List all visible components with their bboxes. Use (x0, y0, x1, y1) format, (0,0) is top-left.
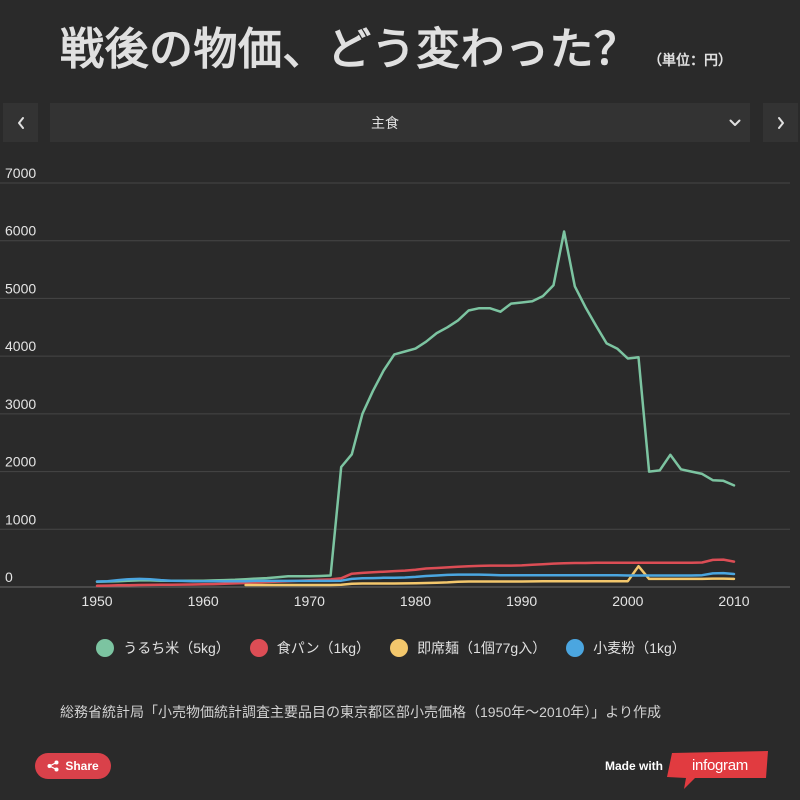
legend-item-bread[interactable]: 食パン（1kg） (249, 638, 371, 658)
chevron-down-icon (720, 103, 750, 142)
gridlines (0, 182, 790, 588)
y-tick-label: 2000 (5, 454, 36, 470)
unit-note: （単位：円） (648, 52, 732, 68)
x-axis: 1950 1960 1970 1980 1990 2000 2010 (81, 593, 749, 609)
legend-label: 食パン（1kg） (276, 640, 371, 656)
y-tick-label: 5000 (5, 280, 36, 296)
share-label: Share (65, 759, 99, 773)
x-tick-label: 2000 (612, 593, 643, 609)
y-tick-label: 4000 (5, 338, 36, 354)
source-note: 総務省統計局「小売物価統計調査主要品目の東京都区部小売価格（1950年～2010… (60, 704, 662, 720)
made-with-label: Made with (605, 759, 664, 773)
legend-label: 小麦粉（1kg） (593, 640, 686, 656)
chart-legend: うるち米（5kg） 食パン（1kg） 即席麺（1個77g入） 小麦粉（1kg） (0, 637, 782, 659)
y-tick-label: 6000 (5, 223, 36, 239)
y-tick-label: 0 (5, 569, 13, 585)
x-tick-label: 1960 (188, 593, 219, 609)
x-tick-label: 2010 (718, 593, 749, 609)
legend-item-rice[interactable]: うるち米（5kg） (96, 638, 230, 658)
logo-text: infogram (692, 757, 748, 774)
series-line-3[interactable] (244, 564, 736, 587)
y-tick-label: 7000 (5, 165, 36, 181)
y-tick-label: 1000 (5, 511, 36, 527)
legend-marker (96, 639, 115, 657)
legend-item-flour[interactable]: 小麦粉（1kg） (566, 638, 686, 658)
chevron-left-icon (17, 116, 24, 129)
previous-chart-button[interactable] (3, 103, 38, 142)
series-line-2[interactable] (95, 558, 736, 588)
share-button[interactable]: Share (35, 753, 111, 779)
legend-marker (249, 639, 268, 657)
next-chart-button[interactable] (763, 103, 798, 142)
x-tick-label: 1990 (506, 593, 537, 609)
legend-label: 即席麺（1個77g入） (417, 640, 547, 656)
legend-item-instant-noodles[interactable]: 即席麺（1個77g入） (390, 638, 546, 658)
share-icon (47, 760, 59, 772)
legend-marker (566, 639, 585, 657)
page-title: 戦後の物価、どう変わった？ (60, 25, 639, 74)
legend-marker (390, 639, 409, 657)
chevron-right-icon (777, 116, 784, 129)
infogram-logo[interactable]: infogram (665, 750, 769, 792)
x-tick-label: 1970 (294, 593, 325, 609)
logo-banner (667, 751, 768, 789)
x-tick-label: 1950 (81, 593, 112, 609)
category-dropdown[interactable]: 主食 (50, 103, 750, 142)
y-tick-label: 3000 (5, 396, 36, 412)
y-axis: 0 1000 2000 3000 4000 5000 6000 7000 (5, 165, 36, 585)
x-tick-label: 1980 (400, 593, 431, 609)
price-line-chart: 0 1000 2000 3000 4000 5000 6000 7000 1950 1960 197… (0, 165, 790, 609)
series-line-4[interactable] (95, 571, 736, 583)
category-dropdown-value: 主食 (371, 114, 399, 131)
legend-label: うるち米（5kg） (123, 640, 230, 656)
series-lines (95, 230, 736, 588)
